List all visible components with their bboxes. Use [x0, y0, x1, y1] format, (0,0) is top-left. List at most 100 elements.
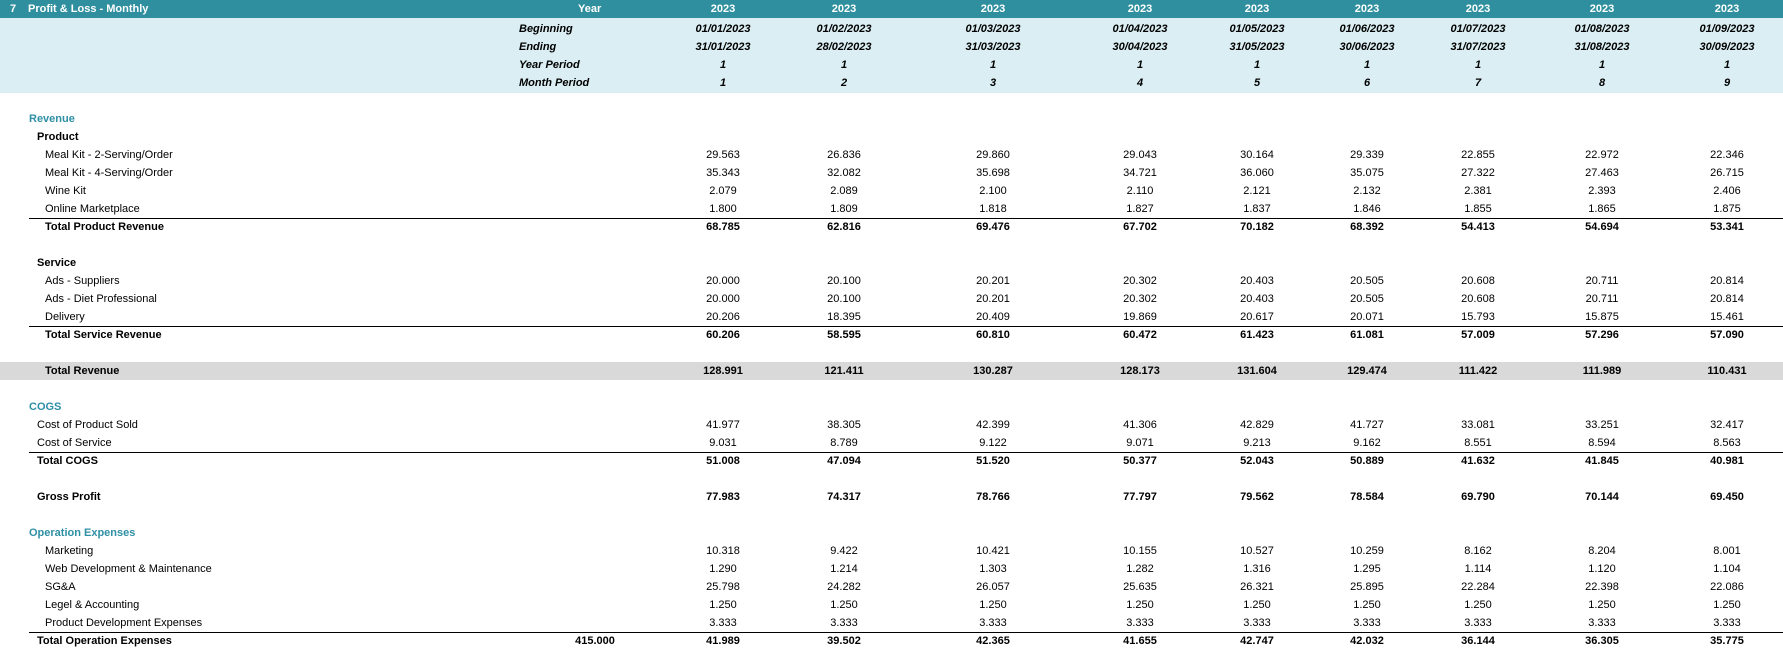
- cell-value-9: 35.775: [1710, 635, 1744, 647]
- cell-value-1: 1.290: [709, 563, 737, 575]
- cell-value-3: 130.287: [973, 365, 1013, 377]
- cell-value-9: 1.875: [1713, 203, 1741, 215]
- cell-value-6: 20.505: [1350, 293, 1384, 305]
- cell-value-4: 128.173: [1120, 365, 1160, 377]
- cell-value-6: 25.895: [1350, 581, 1384, 593]
- cell-value-8: 1.250: [1588, 599, 1616, 611]
- cell-value-7: 36.144: [1461, 635, 1495, 647]
- cell-value-1: 35.343: [706, 167, 740, 179]
- cell-value-6: 1.846: [1353, 203, 1381, 215]
- cell-value-5: 30.164: [1240, 149, 1274, 161]
- cell-value-9: 22.086: [1710, 581, 1744, 593]
- header-year-4: 2023: [1127, 3, 1153, 15]
- cell-value-2: 1.214: [830, 563, 858, 575]
- cell-value-4: 1.282: [1126, 563, 1154, 575]
- cell-value-1: 2.079: [709, 185, 737, 197]
- header-year-7: 2023: [1465, 3, 1491, 15]
- row-label: Total Operation Expenses: [37, 635, 172, 647]
- header-beginning-7: 01/07/2023: [1450, 23, 1506, 35]
- cell-value-3: 10.421: [976, 545, 1010, 557]
- cell-value-6: 35.075: [1350, 167, 1384, 179]
- cell-value-5: 9.213: [1243, 437, 1271, 449]
- header-month-period-5: 5: [1253, 77, 1261, 89]
- header-beginning-1: 01/01/2023: [695, 23, 751, 35]
- cell-value-6: 129.474: [1347, 365, 1387, 377]
- cell-value-9: 57.090: [1710, 329, 1744, 341]
- header-ending-4: 30/04/2023: [1112, 41, 1168, 53]
- header-year-2: 2023: [831, 3, 857, 15]
- header-beginning-9: 01/09/2023: [1699, 23, 1755, 35]
- cell-value-5: 1.250: [1243, 599, 1271, 611]
- cell-value-4: 34.721: [1123, 167, 1157, 179]
- total-border: [29, 326, 1783, 327]
- cell-value-4: 41.306: [1123, 419, 1157, 431]
- cell-value-5: 70.182: [1240, 221, 1274, 233]
- cell-value-8: 27.463: [1585, 167, 1619, 179]
- cell-value-5: 42.829: [1240, 419, 1274, 431]
- cell-value-8: 1.865: [1588, 203, 1616, 215]
- cell-value-3: 42.365: [976, 635, 1010, 647]
- cell-value-3: 60.810: [976, 329, 1010, 341]
- header-year-period-8: 1: [1598, 59, 1606, 71]
- cell-value-2: 20.100: [827, 293, 861, 305]
- cell-value-3: 20.201: [976, 293, 1010, 305]
- cell-value-2: 58.595: [827, 329, 861, 341]
- cell-value-6: 20.505: [1350, 275, 1384, 287]
- cell-value-3: 20.201: [976, 275, 1010, 287]
- total-border: [29, 632, 1783, 633]
- header-year-period-4: 1: [1136, 59, 1144, 71]
- header-ending-6: 30/06/2023: [1339, 41, 1395, 53]
- cell-value-9: 40.981: [1710, 455, 1744, 467]
- row-label: Web Development & Maintenance: [45, 563, 212, 575]
- cell-value-4: 3.333: [1126, 617, 1154, 629]
- cell-value-6: 20.071: [1350, 311, 1384, 323]
- cell-value-3: 20.409: [976, 311, 1010, 323]
- header-month-period-3: 3: [989, 77, 997, 89]
- cell-value-6: 41.727: [1350, 419, 1384, 431]
- header-year-3: 2023: [980, 3, 1006, 15]
- cell-value-1: 20.206: [706, 311, 740, 323]
- header-year-period-9: 1: [1723, 59, 1731, 71]
- cell-value-5: 61.423: [1240, 329, 1274, 341]
- header-beginning-4: 01/04/2023: [1112, 23, 1168, 35]
- cell-value-4: 20.302: [1123, 275, 1157, 287]
- cell-value-8: 57.296: [1585, 329, 1619, 341]
- cell-value-7: 20.608: [1461, 293, 1495, 305]
- header-year-period-1: 1: [719, 59, 727, 71]
- row-label: Cost of Product Sold: [37, 419, 138, 431]
- cell-value-2: 18.395: [827, 311, 861, 323]
- cell-value-8: 22.972: [1585, 149, 1619, 161]
- cell-value-7: 3.333: [1464, 617, 1492, 629]
- cell-value-5: 131.604: [1237, 365, 1277, 377]
- cell-value-8: 70.144: [1585, 491, 1619, 503]
- header-month-period-8: 8: [1598, 77, 1606, 89]
- header-beginning-3: 01/03/2023: [965, 23, 1021, 35]
- cell-value-1: 25.798: [706, 581, 740, 593]
- header-year-8: 2023: [1589, 3, 1615, 15]
- cell-value-9: 32.417: [1710, 419, 1744, 431]
- cell-value-7: 1.855: [1464, 203, 1492, 215]
- row-label: Marketing: [45, 545, 94, 557]
- row-label: Legel & Accounting: [45, 599, 140, 611]
- cell-value-8: 36.305: [1585, 635, 1619, 647]
- row-label: Total Service Revenue: [45, 329, 162, 341]
- cell-value-1: 10.318: [706, 545, 740, 557]
- cell-value-4: 9.071: [1126, 437, 1154, 449]
- cell-value-5: 79.562: [1240, 491, 1274, 503]
- cell-value-3: 51.520: [976, 455, 1010, 467]
- cell-value-9: 8.001: [1713, 545, 1741, 557]
- cell-value-7: 8.551: [1464, 437, 1492, 449]
- cell-value-9: 1.104: [1713, 563, 1741, 575]
- cell-value-3: 29.860: [976, 149, 1010, 161]
- cell-value-6: 42.032: [1350, 635, 1384, 647]
- cell-value-7: 8.162: [1464, 545, 1492, 557]
- header-beginning-6: 01/06/2023: [1339, 23, 1395, 35]
- header-year-period-3: 1: [989, 59, 997, 71]
- row-label: Wine Kit: [45, 185, 86, 197]
- cell-value-3: 9.122: [979, 437, 1007, 449]
- header-year-period-5: 1: [1253, 59, 1261, 71]
- header-month-period-7: 7: [1474, 77, 1482, 89]
- cell-value-9: 1.250: [1713, 599, 1741, 611]
- cell-value-5: 10.527: [1240, 545, 1274, 557]
